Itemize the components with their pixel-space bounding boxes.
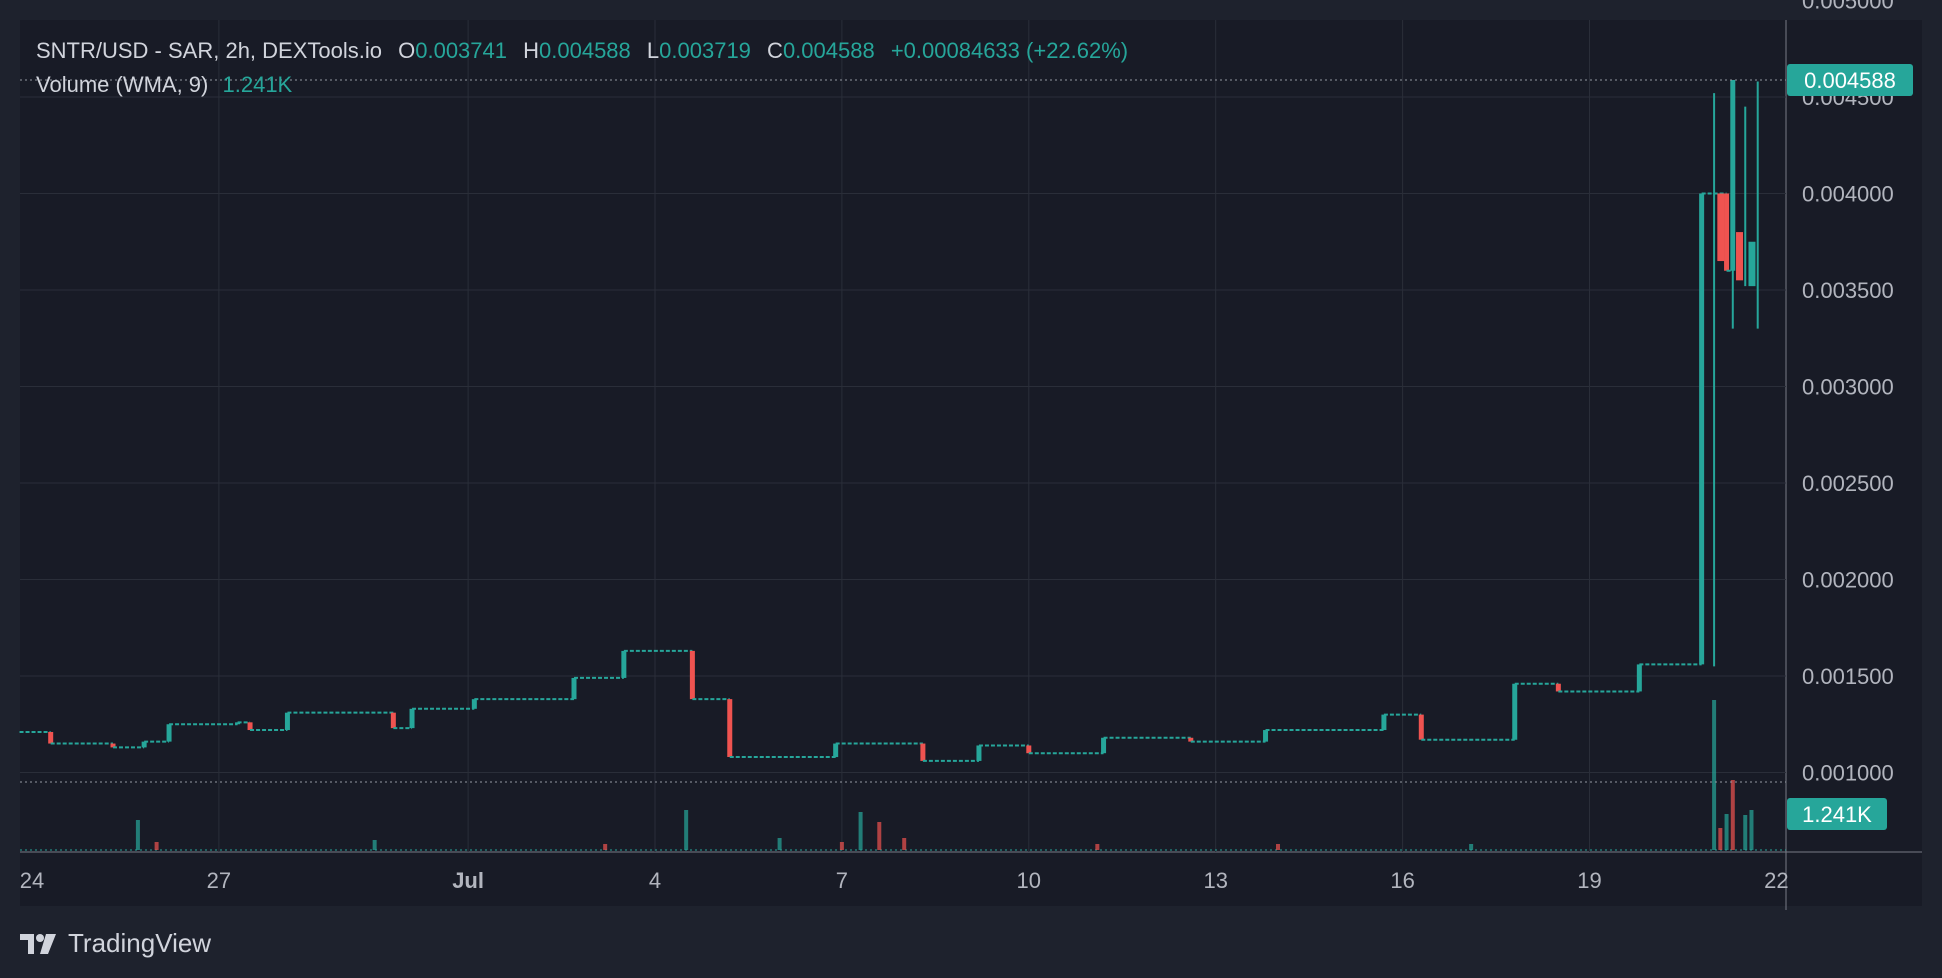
last-volume-tag [1787,798,1887,830]
candle-body [1748,241,1756,287]
high-key: H [523,38,540,63]
x-tick-label: 13 [1203,868,1227,893]
volume-value: 1.241K [222,72,293,97]
tradingview-brand[interactable]: TradingView [20,928,211,959]
open-key: O [398,38,416,63]
volume-bar [1469,844,1474,850]
y-tick-label: 0.002000 [1802,568,1894,593]
close-key: C [767,38,783,63]
open-value: 0.003741 [415,38,507,63]
x-tick-label: 22 [1764,868,1788,893]
y-tick-label: 0.003000 [1802,375,1894,400]
ohlc-legend: SNTR/USD - SAR, 2h, DEXTools.io O0.00374… [36,38,1128,64]
high-value: 0.004588 [539,38,631,63]
volume-bar [372,840,377,850]
y-tick-label: 0.001000 [1802,761,1894,786]
last-volume-label: 1.241K [1802,802,1872,827]
brand-name: TradingView [68,928,212,958]
volume-bar [1276,844,1280,850]
volume-bar [1724,814,1729,850]
volume-bar [1095,844,1100,850]
volume-bar [1718,828,1723,850]
low-key: L [646,38,660,63]
volume-legend: Volume (WMA, 9) 1.241K [36,72,292,98]
close-value: 0.004588 [782,38,875,63]
x-tick-label: 4 [649,868,661,893]
candle-body [1736,232,1744,281]
symbol-title: SNTR/USD - SAR, 2h, DEXTools.io [36,38,382,63]
change-value: +0.00084633 (+22.62%) [890,38,1129,63]
x-tick-label: 27 [207,868,231,893]
x-tick-label: Jul [452,868,484,893]
volume-bar [1712,700,1717,850]
volume-bar [777,838,782,850]
x-tick-label: 24 [20,868,44,893]
last-price-label: 0.004588 [1804,68,1896,93]
x-tick-label: 16 [1390,868,1414,893]
volume-bar [603,844,608,850]
y-tick-label: 0.001500 [1802,664,1894,689]
volume-series [20,700,1786,851]
price-series [19,80,1759,762]
volume-bar [1730,780,1735,850]
low-value: 0.003719 [659,38,751,63]
volume-bar [135,820,140,850]
x-tick-label: 19 [1577,868,1601,893]
volume-bar [154,842,159,850]
volume-bar [877,822,882,850]
volume-bar [1749,810,1754,850]
time-axis-pane [20,852,1922,906]
volume-bar [858,812,863,850]
x-tick-label: 7 [836,868,848,893]
volume-bar [839,842,844,850]
y-tick-label: 0.004000 [1802,182,1894,207]
candle-body [1717,193,1725,262]
volume-bar [684,810,689,850]
tradingview-logo-icon [20,933,56,954]
y-tick-label: 0.003500 [1802,278,1894,303]
last-price-tag [1787,64,1913,97]
volume-bar [1743,815,1748,850]
volume-label: Volume (WMA, 9) [36,72,209,97]
plot-area [20,20,1786,852]
price-axis-pane [1786,20,1922,906]
y-tick-label: 0.002500 [1802,471,1894,496]
x-tick-label: 10 [1017,868,1041,893]
volume-bar [902,838,907,850]
y-tick-label: 0.005000 [1802,0,1894,14]
